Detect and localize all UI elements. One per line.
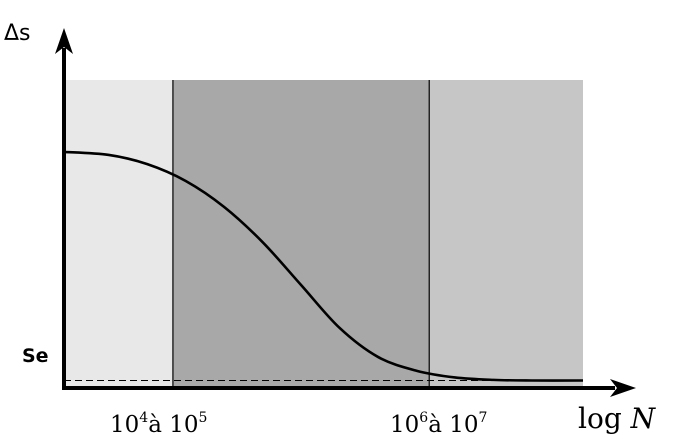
region-3	[429, 80, 583, 386]
x-axis-label: log N	[578, 402, 657, 435]
region-2	[172, 80, 430, 386]
series-curve	[63, 150, 584, 382]
y-axis-arrowhead	[55, 28, 73, 54]
x-axis-label-var: N	[630, 402, 657, 435]
region-boundaries	[172, 80, 430, 386]
x-tick-label-2: 106à 107	[390, 410, 487, 438]
x-axis-label-main: log	[578, 402, 622, 435]
x-tick-label-1: 104à 105	[110, 410, 207, 438]
region-1	[64, 80, 173, 386]
regions-layer	[64, 80, 583, 386]
x-axis-arrowhead	[610, 379, 636, 397]
y-axis-label: Δs	[4, 21, 31, 46]
endurance-label: Se	[22, 345, 49, 367]
